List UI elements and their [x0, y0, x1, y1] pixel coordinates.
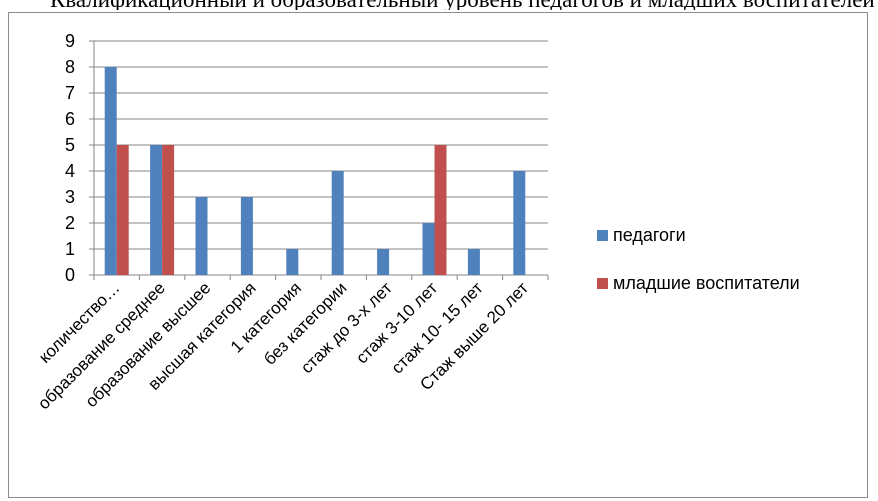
y-tick-label: 0: [65, 265, 75, 285]
bar-pedagogi-6: [377, 249, 390, 275]
y-tick-label: 3: [65, 187, 75, 207]
y-tick-label: 9: [65, 31, 75, 51]
legend-label-mladshie-vospitateli: младшие воспитатели: [613, 272, 800, 293]
legend-item-mladshie-vospitateli: младшие воспитатели: [597, 273, 800, 293]
bar-pedagogi-9: [513, 171, 526, 275]
legend-label-pedagogi: педагоги: [613, 224, 686, 245]
y-tick-label: 4: [65, 161, 75, 181]
bar-pedagogi-0: [104, 67, 117, 275]
chart-frame: 0 1 2 3 4 5 6 7 8 9 количество… образование среднее…: [8, 12, 868, 498]
bar-pedagogi-7: [422, 223, 435, 275]
page-header-text: Квалификационный и образовательный урове…: [50, 0, 878, 10]
bar-pedagogi-5: [331, 171, 344, 275]
y-tick-label: 6: [65, 109, 75, 129]
bar-pedagogi-3: [240, 197, 253, 275]
bar-pedagogi-2: [195, 197, 208, 275]
y-tick-label: 2: [65, 213, 75, 233]
y-tick-label: 7: [65, 83, 75, 103]
bar-pedagogi-4: [286, 249, 299, 275]
bar-pedagogi-1: [150, 145, 163, 275]
bar-mladshie-vospitateli-1: [162, 145, 175, 275]
bar-mladshie-vospitateli-7: [434, 145, 447, 275]
y-tick-label: 1: [65, 239, 75, 259]
page-header: Квалификационный и образовательный урове…: [0, 0, 878, 10]
legend-swatch-mladshie-vospitateli: [597, 277, 608, 289]
y-tick-label: 8: [65, 57, 75, 77]
legend-item-pedagogi: педагоги: [597, 225, 686, 245]
bar-pedagogi-8: [467, 249, 480, 275]
bar-mladshie-vospitateli-0: [116, 145, 129, 275]
legend-swatch-pedagogi: [597, 229, 608, 241]
y-tick-label: 5: [65, 135, 75, 155]
